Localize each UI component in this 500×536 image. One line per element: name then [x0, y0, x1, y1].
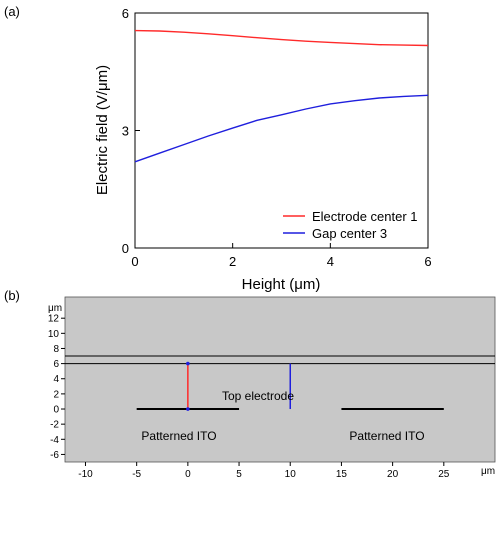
x-tick-label: 25	[438, 469, 450, 480]
ito-left-label: Patterned ITO	[141, 429, 216, 443]
series-line-electrode-center-1	[134, 29, 429, 47]
legend-label-gap: Gap center 3	[312, 226, 387, 241]
y-tick-label: 0	[122, 241, 129, 256]
panel-a: (a) 0 2 4 6 0 3 6 Height (μm) Electric field (…	[4, 4, 432, 293]
x-tick-label: 4	[327, 254, 334, 269]
y-tick-label: 0	[53, 405, 59, 416]
panel-b-x-unit-label: μm	[481, 466, 495, 477]
x-tick-label: 10	[285, 469, 297, 480]
panel-a-label: (a)	[4, 4, 20, 19]
x-tick-label: 0	[131, 254, 138, 269]
y-tick-label: -6	[50, 450, 59, 461]
panel-b-y-unit-label: μm	[48, 303, 62, 314]
probe-endpoint	[186, 361, 190, 366]
probe-endpoint	[186, 407, 190, 411]
y-tick-label: 12	[48, 314, 60, 325]
x-tick-label: 5	[236, 469, 242, 480]
y-tick-label: 2	[53, 389, 59, 400]
y-tick-label: 6	[53, 359, 59, 370]
legend: Electrode center 1 Gap center 3	[283, 209, 418, 241]
x-tick-label: 20	[387, 469, 399, 480]
x-tick-label: 6	[424, 254, 431, 269]
x-tick-label: -10	[78, 469, 93, 480]
y-tick-label: 3	[122, 124, 129, 139]
panel-b: (b) -10 -5 0 5 10 15 20 25 -6 -4 -2 0 2 4 6 8 10 12 μm μm…	[4, 288, 496, 480]
y-tick-label: -4	[50, 435, 59, 446]
panel-b-label: (b)	[4, 288, 20, 303]
geometry-area	[64, 296, 496, 463]
y-tick-label: -2	[50, 420, 59, 431]
top-electrode-label: Top electrode	[222, 389, 294, 403]
panel-b-plot: -10 -5 0 5 10 15 20 25 -6 -4 -2 0 2 4 6 8 10 12	[48, 296, 496, 480]
y-tick-label: 10	[48, 329, 60, 340]
legend-label-electrode: Electrode center 1	[312, 209, 418, 224]
x-tick-label: 0	[185, 469, 191, 480]
y-tick-label: 8	[53, 344, 59, 355]
x-tick-label: 15	[336, 469, 348, 480]
x-tick-label: 2	[229, 254, 236, 269]
x-tick-label: -5	[132, 469, 141, 480]
panel-a-y-axis-label: Electric field (V/μm)	[94, 65, 111, 195]
y-tick-label: 6	[122, 6, 129, 21]
ito-right-label: Patterned ITO	[349, 429, 424, 443]
y-tick-label: 4	[53, 374, 59, 385]
panel-a-x-axis-label: Height (μm)	[242, 276, 321, 293]
panel-a-plot: 0 2 4 6 0 3 6	[122, 6, 432, 269]
series-line-gap-center-3	[134, 94, 429, 163]
